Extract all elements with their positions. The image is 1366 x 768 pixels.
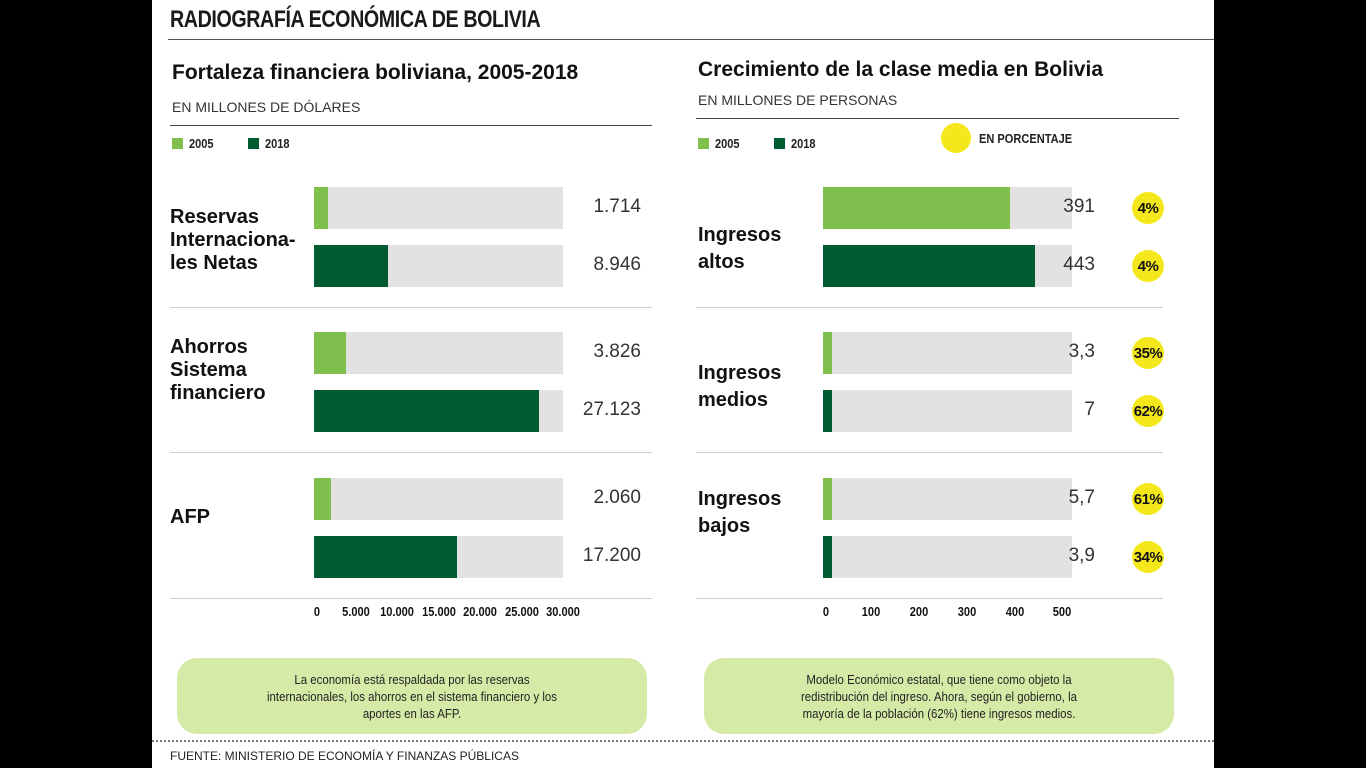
percent-badge: 61%	[1132, 483, 1164, 515]
legend-label-2018: 2018	[790, 136, 816, 151]
value-label: 3.826	[593, 341, 641, 362]
axis-tick-label: 15.000	[421, 604, 456, 619]
right-chart-note: Modelo Económico estatal, que tiene como…	[704, 658, 1174, 734]
group-divider	[696, 307, 1163, 308]
category-label: Ingresos bajos	[698, 488, 782, 537]
right-legend: 2005 2018	[698, 136, 820, 151]
category-label: AFP	[170, 506, 210, 528]
group-divider	[696, 598, 1163, 599]
axis-tick-label: 400	[1005, 604, 1024, 619]
infographic-sheet: RADIOGRAFÍA ECONÓMICA DE BOLIVIA Fortale…	[152, 0, 1214, 768]
axis-tick-label: 20.000	[463, 604, 497, 619]
legend-swatch-2018	[773, 138, 785, 149]
percent-badge: 4%	[1132, 192, 1164, 224]
value-label: 7	[1084, 399, 1095, 420]
bar	[314, 187, 329, 229]
bar-track	[314, 332, 563, 374]
bar	[823, 478, 832, 520]
bar-track	[314, 478, 563, 520]
bar	[823, 187, 1011, 229]
bar	[314, 245, 389, 287]
value-label: 17.200	[582, 545, 641, 566]
axis-tick-label: 10.000	[380, 604, 414, 619]
legend-swatch-2005	[172, 138, 183, 149]
value-label: 443	[1063, 254, 1095, 275]
axis-tick-label: 300	[957, 604, 976, 619]
percent-badge: 35%	[1132, 337, 1164, 369]
percent-badge: 34%	[1132, 541, 1164, 573]
group-divider	[696, 452, 1163, 453]
legend-swatch-2018	[247, 138, 259, 149]
bar-track	[823, 390, 1072, 432]
bar	[314, 332, 346, 374]
source-note: FUENTE: MINISTERIO DE ECONOMÍA Y FINANZA…	[170, 749, 519, 763]
left-chart-subtitle: EN MILLONES DE DÓLARES	[172, 99, 361, 115]
left-subtitle-divider	[170, 125, 652, 126]
group-divider	[170, 307, 652, 308]
axis-tick-label: 500	[1053, 604, 1072, 619]
bar	[314, 536, 457, 578]
bar-track	[314, 187, 563, 229]
group-divider	[170, 598, 652, 599]
group-divider	[170, 452, 652, 453]
right-chart-title: Crecimiento de la clase media en Bolivia	[698, 58, 1103, 81]
value-label: 3,3	[1068, 341, 1095, 362]
axis-tick-label: 100	[861, 604, 881, 619]
value-label: 391	[1063, 196, 1095, 217]
axis-tick-label: 200	[909, 604, 928, 619]
bar	[823, 390, 832, 432]
main-title: RADIOGRAFÍA ECONÓMICA DE BOLIVIA	[170, 6, 541, 33]
percent-legend-dot-icon	[941, 123, 971, 153]
axis-tick-label: 0	[313, 604, 321, 619]
bar-track	[823, 332, 1072, 374]
right-chart-subtitle: EN MILLONES DE PERSONAS	[698, 92, 898, 108]
left-chart-title: Fortaleza financiera boliviana, 2005-201…	[172, 61, 579, 84]
value-label: 8.946	[593, 254, 641, 275]
category-label: Ahorros Sistema financiero	[170, 336, 266, 404]
value-label: 1.714	[593, 196, 641, 217]
value-label: 27.123	[582, 399, 641, 420]
left-chart-note: La economía está respaldada por las rese…	[177, 658, 647, 734]
bar-track	[823, 478, 1072, 520]
axis-tick-label: 0	[822, 604, 830, 619]
legend-swatch-2005	[698, 138, 709, 149]
axis-tick-label: 5.000	[341, 604, 370, 619]
legend-label-2018: 2018	[264, 136, 290, 151]
left-legend: 2005 2018	[172, 136, 294, 151]
legend-label-2005: 2005	[189, 136, 214, 151]
percent-badge: 4%	[1132, 250, 1164, 282]
bar	[823, 536, 832, 578]
percent-legend: EN PORCENTAJE	[941, 123, 1089, 153]
title-divider	[168, 39, 1214, 40]
percent-badge: 62%	[1132, 395, 1164, 427]
bar	[823, 245, 1036, 287]
category-label: Ingresos medios	[698, 362, 782, 411]
bar	[314, 390, 540, 432]
legend-label-2005: 2005	[715, 136, 740, 151]
footer-divider	[152, 740, 1214, 742]
value-label: 5,7	[1068, 487, 1095, 508]
value-label: 2.060	[593, 487, 641, 508]
percent-legend-label: EN PORCENTAJE	[979, 130, 1073, 146]
right-subtitle-divider	[696, 118, 1179, 119]
category-label: Reservas Internaciona- les Netas	[170, 206, 296, 274]
axis-tick-label: 30.000	[546, 604, 580, 619]
category-label: Ingresos altos	[698, 224, 782, 273]
axis-tick-label: 25.000	[504, 604, 539, 619]
bar	[823, 332, 832, 374]
bar-track	[823, 536, 1072, 578]
left-chart-note-text: La economía está respaldada por las rese…	[267, 671, 557, 721]
right-chart-note-text: Modelo Económico estatal, que tiene como…	[800, 671, 1078, 721]
value-label: 3,9	[1068, 545, 1095, 566]
bar	[314, 478, 332, 520]
